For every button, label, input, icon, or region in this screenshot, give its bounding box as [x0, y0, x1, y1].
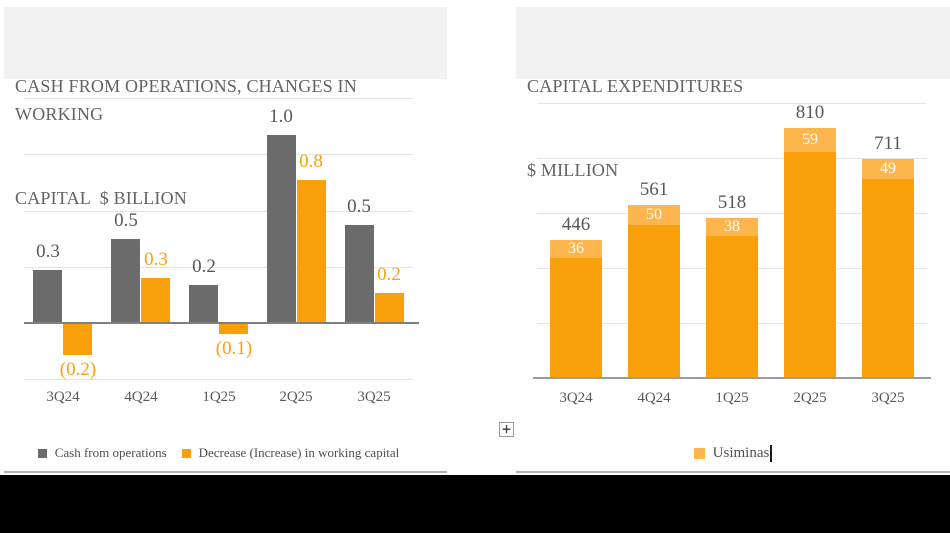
- gridline: [24, 154, 413, 155]
- right-chart-title-line1: CAPITAL EXPENDITURES: [527, 76, 744, 96]
- gridline: [24, 98, 413, 99]
- move-handle-icon[interactable]: +: [499, 422, 514, 437]
- gridline: [537, 158, 927, 159]
- x-axis-line: [24, 322, 419, 324]
- text-cursor: [770, 445, 773, 462]
- bar-orange-2Q25[interactable]: [297, 180, 326, 323]
- right-chart-title-line2: $ MILLION: [527, 160, 619, 180]
- chart-capital-expenditures: CAPITAL EXPENDITURES $ MILLION 446 36 3Q24…: [516, 7, 950, 473]
- bar-orange-3Q25[interactable]: [375, 293, 404, 323]
- axis-label-2Q25: 2Q25: [793, 390, 827, 406]
- gridline: [24, 267, 413, 268]
- gridline: [24, 211, 413, 212]
- data-label: 0.2: [377, 264, 401, 285]
- x-axis-line: [533, 377, 931, 379]
- gridline: [537, 103, 927, 104]
- left-chart-title-line1: CASH FROM OPERATIONS, CHANGES IN WORKING: [15, 76, 362, 124]
- segment-label: 38: [724, 218, 740, 235]
- bar-orange-1Q25[interactable]: [219, 323, 248, 334]
- bar-segment-main-2Q25[interactable]: [784, 152, 836, 378]
- bar-segment-usiminas-3Q25[interactable]: [862, 159, 914, 179]
- segment-label: 49: [880, 160, 896, 177]
- axis-label-1Q25: 1Q25: [715, 390, 749, 406]
- total-label: 810: [795, 102, 825, 123]
- bar-segment-usiminas-3Q24[interactable]: [550, 240, 602, 258]
- axis-label-3Q24: 3Q24: [46, 389, 80, 405]
- right-chart-title[interactable]: CAPITAL EXPENDITURES $ MILLION: [516, 7, 950, 180]
- bar-orange-4Q24[interactable]: [141, 278, 170, 323]
- legend-item-working-capital[interactable]: Decrease (Increase) in working capital: [181, 445, 400, 461]
- segment-label: 59: [802, 131, 818, 148]
- bottom-black-bar: [0, 475, 950, 533]
- total-label: 561: [639, 179, 669, 200]
- bar-segment-main-4Q24[interactable]: [628, 225, 680, 378]
- left-chart-legend: Cash from operations Decrease (Increase)…: [4, 445, 433, 461]
- data-label: 0.3: [144, 249, 168, 270]
- left-chart-title-line2: CAPITAL $ BILLION: [15, 188, 187, 208]
- axis-label-3Q25: 3Q25: [357, 389, 391, 405]
- bar-segment-usiminas-2Q25[interactable]: [784, 128, 836, 152]
- bar-segment-main-3Q25[interactable]: [862, 179, 914, 378]
- data-label: 0.5: [114, 210, 138, 231]
- axis-label-3Q24: 3Q24: [559, 390, 593, 406]
- bar-gray-1Q25[interactable]: [189, 285, 218, 323]
- legend-label: Decrease (Increase) in working capital: [198, 445, 400, 460]
- gridline: [24, 379, 413, 380]
- left-chart-title[interactable]: CASH FROM OPERATIONS, CHANGES IN WORKING…: [4, 7, 447, 208]
- legend-item-cash-from-operations[interactable]: Cash from operations: [37, 445, 167, 461]
- bar-segment-main-1Q25[interactable]: [706, 236, 758, 378]
- bar-gray-3Q25[interactable]: [345, 225, 374, 323]
- bar-segment-usiminas-4Q24[interactable]: [628, 205, 680, 225]
- right-chart-legend: Usiminas: [516, 445, 950, 462]
- bar-gray-4Q24[interactable]: [111, 239, 140, 323]
- bar-segment-main-3Q24[interactable]: [550, 258, 602, 378]
- axis-label-4Q24: 4Q24: [637, 390, 671, 406]
- data-label: 0.5: [347, 196, 371, 217]
- right-chart-plot-area[interactable]: 446 36 3Q24 561 50 4Q24 518 38 1Q25 810 59 2Q25 711 4…: [516, 7, 950, 471]
- data-label: 0.2: [192, 256, 216, 277]
- data-label: 0.8: [299, 151, 323, 172]
- legend-item-usiminas[interactable]: Usiminas: [693, 445, 773, 462]
- data-label: 0.3: [36, 241, 60, 262]
- bar-orange-3Q24[interactable]: [63, 323, 92, 355]
- bar-gray-2Q25[interactable]: [267, 135, 296, 323]
- legend-label: Cash from operations: [54, 445, 167, 460]
- left-chart-plot-area[interactable]: 0.3 (0.2) 3Q24 0.5 0.3 4Q24 0.2 (0.1) 1Q25 1.0 0.8…: [4, 7, 447, 471]
- axis-label-3Q25: 3Q25: [871, 390, 905, 406]
- data-label: (0.2): [59, 359, 97, 380]
- gray-swatch-icon: [37, 448, 47, 458]
- data-label: 1.0: [269, 106, 293, 127]
- segment-label: 36: [568, 240, 584, 257]
- axis-label-2Q25: 2Q25: [279, 389, 313, 405]
- bar-segment-usiminas-1Q25[interactable]: [706, 218, 758, 236]
- light-orange-swatch-icon: [693, 448, 705, 459]
- chart-cash-from-operations: CASH FROM OPERATIONS, CHANGES IN WORKING…: [4, 7, 447, 473]
- bar-gray-3Q24[interactable]: [33, 270, 62, 323]
- axis-label-4Q24: 4Q24: [124, 389, 158, 405]
- segment-label: 50: [646, 206, 662, 223]
- legend-label-usiminas: Usiminas: [712, 445, 770, 461]
- gridline: [537, 213, 927, 214]
- total-label: 446: [561, 214, 591, 235]
- total-label: 518: [717, 192, 747, 213]
- axis-label-1Q25: 1Q25: [202, 389, 236, 405]
- orange-swatch-icon: [181, 448, 191, 458]
- total-label: 711: [874, 133, 902, 154]
- data-label: (0.1): [215, 338, 253, 359]
